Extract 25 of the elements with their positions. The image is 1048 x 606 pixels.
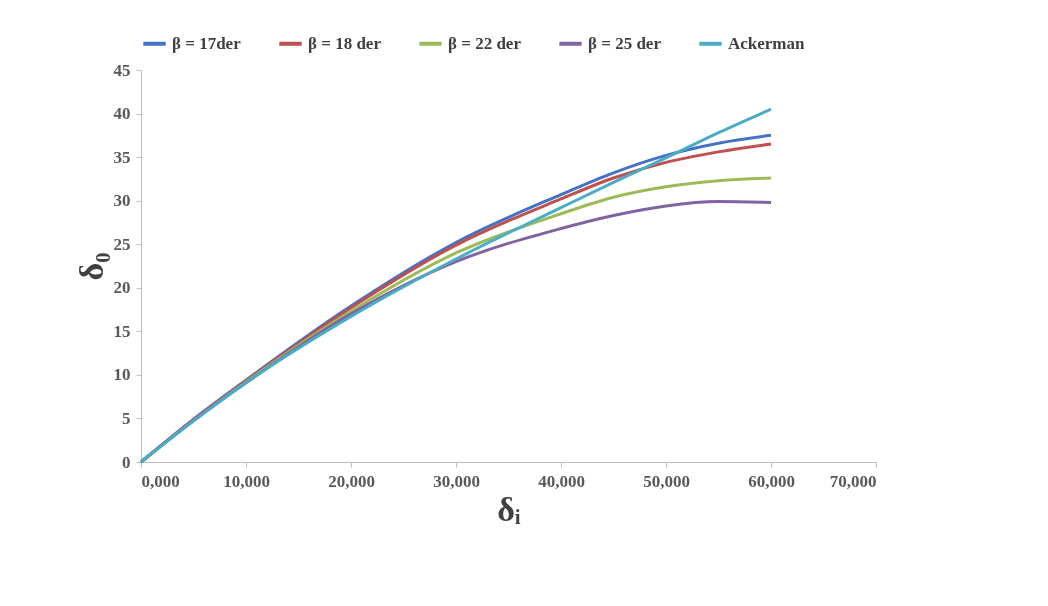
- x-tick-label: 40,000: [538, 471, 585, 491]
- x-tick-label: 60,000: [748, 471, 795, 491]
- legend-label: β = 17der: [172, 33, 242, 53]
- y-tick-label: 45: [113, 60, 131, 80]
- y-axis-title: δ₀: [72, 252, 110, 281]
- y-tick-label: 5: [122, 408, 131, 428]
- x-tick-label: 10,000: [223, 471, 270, 491]
- x-axis-title: δᵢ: [497, 490, 521, 528]
- y-tick-label: 10: [113, 365, 131, 385]
- legend-label: β = 25 der: [588, 33, 662, 53]
- y-tick-label: 35: [113, 147, 131, 167]
- y-tick-label: 15: [113, 321, 131, 341]
- y-tick-label: 20: [113, 278, 131, 298]
- legend-label: β = 22 der: [448, 33, 522, 53]
- x-tick-label: 70,000: [829, 471, 877, 491]
- x-tick-label: 50,000: [643, 471, 690, 491]
- y-tick-label: 40: [113, 104, 131, 124]
- y-tick-label: 30: [113, 191, 131, 211]
- x-tick-label: 0,000: [141, 471, 180, 491]
- y-tick-label: 25: [113, 234, 131, 254]
- x-tick-label: 30,000: [433, 471, 480, 491]
- y-tick-label: 0: [122, 452, 131, 472]
- legend-label: Ackerman: [728, 33, 806, 53]
- legend-label: β = 18 der: [308, 33, 382, 53]
- x-tick-label: 20,000: [328, 471, 375, 491]
